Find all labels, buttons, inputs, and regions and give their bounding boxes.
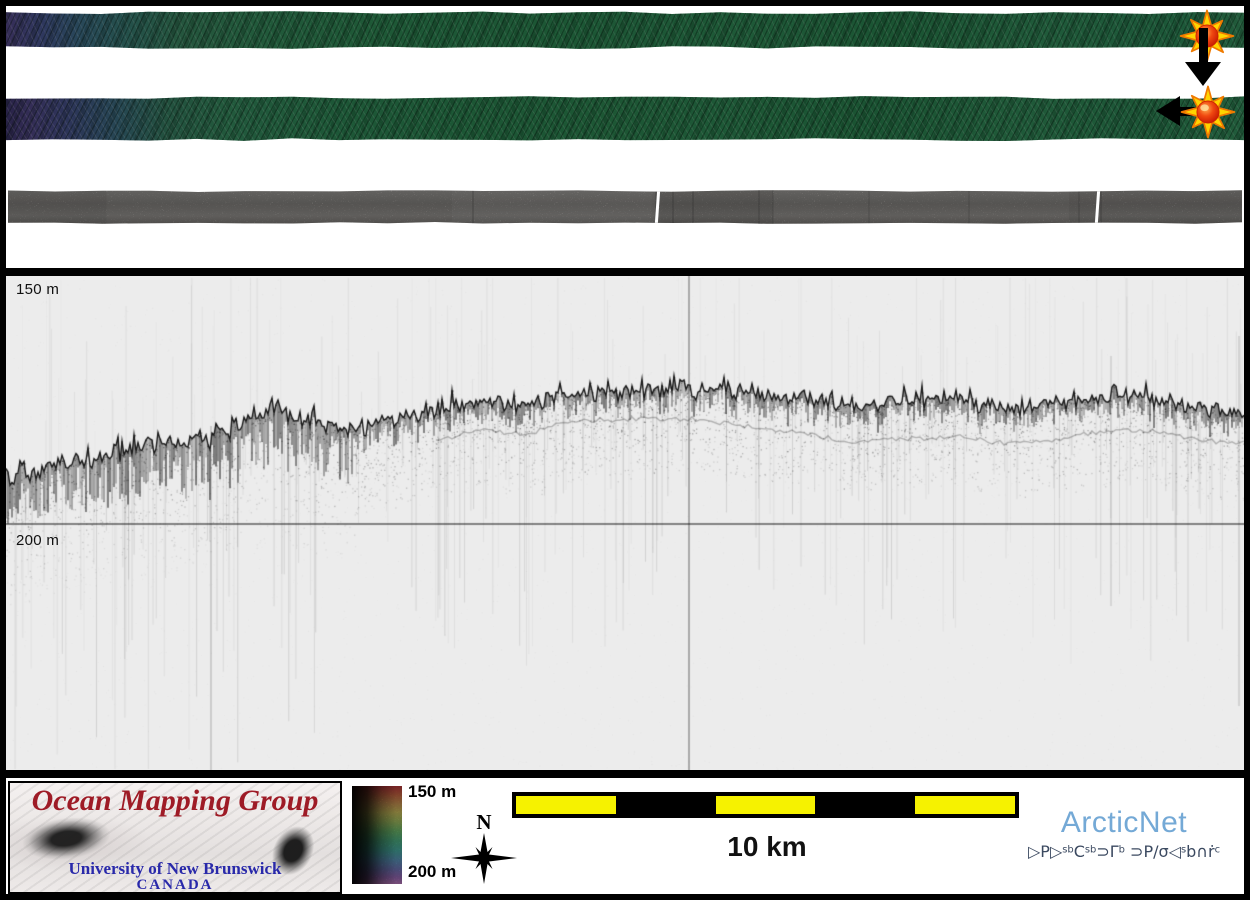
sidescan-seam (472, 190, 474, 224)
scale-bar-segment (616, 796, 716, 814)
sidescan-seam (1100, 190, 1102, 224)
sidescan-seam (868, 190, 870, 224)
scale-bar-segment (516, 796, 616, 814)
arrow-down-icon (1185, 28, 1221, 86)
swath-strips-section (6, 6, 1244, 268)
colorbar-label-150m: 150 m (408, 782, 457, 801)
noise-texture (6, 96, 1244, 141)
scale-bar-graphic (512, 792, 1019, 818)
sidescan-seam (968, 190, 970, 224)
noise-texture (6, 11, 1244, 49)
omg-country: CANADA (136, 877, 214, 893)
scale-bar-segment (715, 796, 816, 814)
sidescan-seam (772, 190, 774, 224)
depth-colorbar (352, 786, 402, 884)
sun-illumination-icon-2 (1180, 85, 1236, 139)
scale-bar-segment (815, 796, 915, 814)
compass-north-label: N (476, 810, 492, 834)
sidescan-seam (758, 190, 760, 224)
echogram-canvas (6, 276, 1244, 770)
omg-logo: Ocean Mapping Group University of New Br… (8, 781, 342, 894)
noise-texture (352, 786, 402, 884)
bathymetry-swath-strip-1 (6, 11, 1244, 49)
omg-institution: University of New Brunswick (68, 859, 282, 878)
arcticnet-inuktitut-text: ▷P▷sbCsb⊃Γb ⊃P/σ◁sb∩ṙc (1027, 842, 1221, 861)
noise-texture (8, 190, 1242, 224)
subbottom-profile-panel: 150 m 200 m (6, 268, 1244, 778)
colorbar-label-200m: 200 m (408, 862, 457, 881)
omg-logo-title: Ocean Mapping Group (31, 784, 319, 817)
sidescan-backscatter-strip (8, 190, 1242, 224)
bathymetry-swath-strip-2 (6, 96, 1244, 141)
arcticnet-block: ArcticNet ▷P▷sbCsb⊃Γb ⊃P/σ◁sb∩ṙc (1002, 806, 1246, 861)
depth-label-200m: 200 m (16, 532, 60, 549)
compass-rose: N (444, 811, 524, 893)
depth-label-150m: 150 m (16, 281, 60, 298)
footer-legend-bar: Ocean Mapping Group University of New Br… (6, 778, 1244, 894)
arcticnet-wordmark: ArcticNet (1060, 806, 1188, 839)
sidescan-seam (672, 190, 674, 224)
sidescan-seam (692, 190, 694, 224)
scale-bar-segment (915, 796, 1015, 814)
scale-bar: 10 km (512, 792, 1022, 863)
compass-star-icon (451, 833, 517, 884)
sidescan-seam (1078, 190, 1080, 224)
scale-bar-label: 10 km (727, 831, 807, 862)
